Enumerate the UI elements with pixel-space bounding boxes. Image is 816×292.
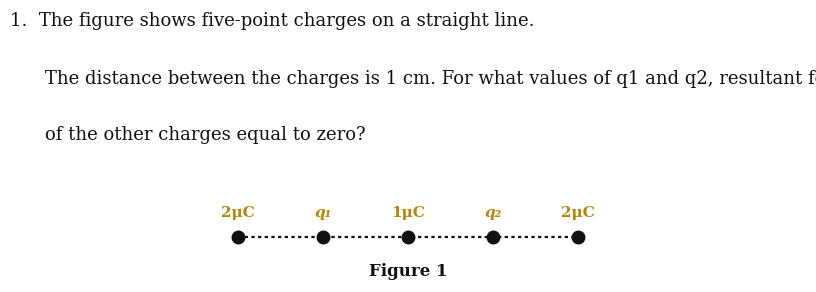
Text: The distance between the charges is 1 cm. For what values of q1 and q2, resultan: The distance between the charges is 1 cm…: [45, 70, 816, 88]
Text: 1.  The figure shows five-point charges on a straight line.: 1. The figure shows five-point charges o…: [10, 12, 534, 30]
Text: 1μC: 1μC: [391, 206, 425, 220]
Text: q₂: q₂: [485, 206, 502, 220]
Text: 2μC: 2μC: [221, 206, 255, 220]
Text: 2μC: 2μC: [561, 206, 595, 220]
Text: q₁: q₁: [314, 206, 331, 220]
Text: Figure 1: Figure 1: [369, 263, 447, 280]
Text: of the other charges equal to zero?: of the other charges equal to zero?: [45, 126, 366, 144]
